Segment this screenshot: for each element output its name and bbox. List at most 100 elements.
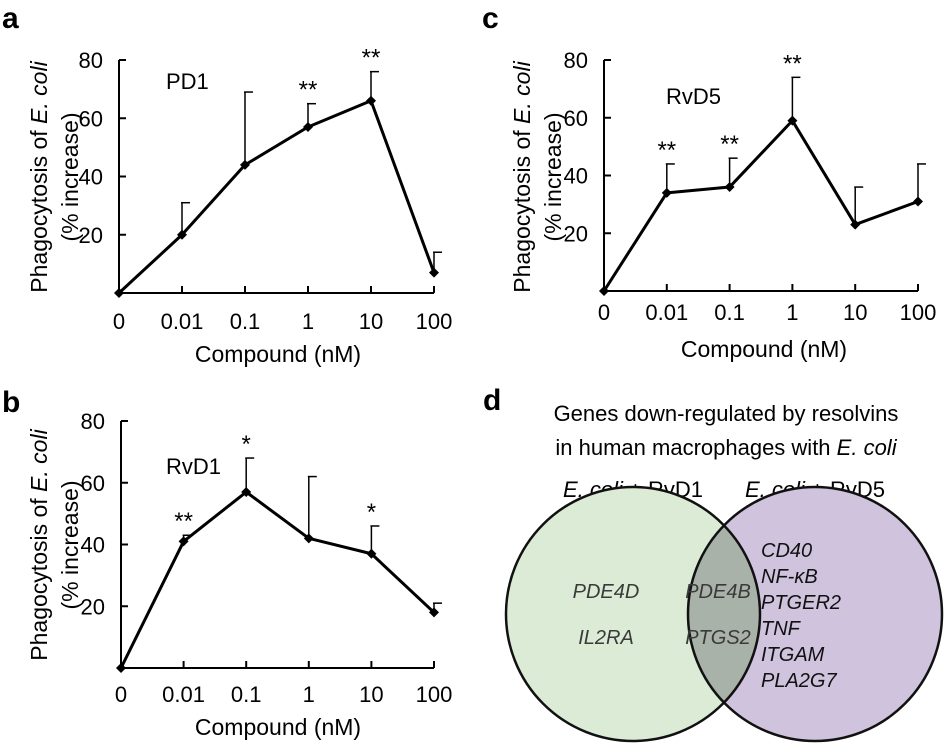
significance-marker: ** [299, 77, 318, 104]
y-axis-title-ital: E. coli [26, 428, 52, 492]
gene-overlap: PDE4B [685, 581, 751, 603]
gene-overlap: PTGS2 [685, 627, 751, 649]
data-point [303, 533, 314, 544]
y-tick-label: 20 [81, 594, 105, 619]
x-tick-label: 1 [786, 300, 798, 325]
x-tick-label: 100 [416, 682, 453, 707]
significance-marker: ** [362, 45, 381, 72]
y-tick-label: 40 [564, 164, 588, 189]
significance-marker: ** [720, 131, 739, 158]
x-tick-label: 0.1 [231, 682, 262, 707]
data-point [178, 536, 189, 547]
x-tick-label: 0 [598, 300, 610, 325]
x-tick-label: 100 [900, 300, 937, 325]
x-tick-label: 0.1 [714, 300, 745, 325]
data-point [116, 663, 126, 673]
significance-marker: ** [783, 50, 802, 77]
venn-title-line1: Genes down-regulated by resolvins [554, 401, 899, 426]
data-point [241, 487, 252, 498]
y-axis-title-ital: E. coli [509, 60, 535, 124]
y-axis-title-ital: E. coli [26, 60, 52, 124]
y-tick-label: 20 [79, 223, 103, 248]
data-point [114, 288, 124, 298]
significance-marker: * [367, 499, 376, 526]
panel-label-d: d [483, 384, 501, 417]
venn-right-fill [688, 487, 942, 741]
data-point [366, 95, 376, 106]
y-axis-title: Phagocytosis of E. coli [26, 60, 52, 292]
venn-left-fill [506, 487, 760, 741]
significance-marker: ** [657, 137, 676, 164]
series-label: RvD5 [666, 84, 721, 109]
panel-label-c: c [482, 2, 499, 35]
venn-left-circle [504, 485, 762, 743]
y-axis-title-2: (% increase) [57, 480, 83, 609]
series-label: RvD1 [166, 454, 221, 479]
gene-right-only: PTGER2 [761, 592, 841, 614]
gene-right-only: NF-κB [761, 566, 818, 588]
venn-title-line2: in human macrophages with E. coli [555, 435, 897, 460]
panel-b-chart: b 20 40 60 80 0 0.01 0.1 1 10 100 Compound (nM) Phag… [2, 386, 452, 740]
x-tick-label: 1 [302, 309, 314, 334]
significance-marker: * [242, 431, 251, 458]
venn-title-line2-ital: E. coli [837, 435, 898, 460]
gene-right-only: ITGAM [761, 644, 825, 666]
y-axis-title: Phagocytosis of E. coli [26, 428, 52, 660]
panel-label-b: b [2, 386, 20, 419]
venn-title-line2-prefix: in human macrophages with [555, 435, 830, 460]
venn-gene-lists: PDE4D IL2RA PDE4B PTGS2 CD40 NF-κB PTGER2 TNF IT… [573, 540, 841, 692]
x-tick-label: 0 [115, 682, 127, 707]
series-label: PD1 [166, 69, 209, 94]
y-tick-label: 40 [79, 165, 103, 190]
data-point [787, 115, 798, 126]
x-axis-title: Compound (nM) [681, 336, 847, 362]
y-axis-title-text: Phagocytosis of [26, 492, 52, 661]
y-tick-label: 60 [79, 106, 103, 131]
gene-right-only: CD40 [761, 540, 812, 562]
y-axis-title-text: Phagocytosis of [26, 124, 52, 293]
significance-marker: ** [174, 508, 193, 535]
x-tick-label: 0.1 [230, 309, 261, 334]
gene-left-only: PDE4D [573, 581, 640, 603]
x-axis-title: Compound (nM) [195, 341, 361, 367]
panel-label-a: a [2, 2, 19, 35]
y-tick-label: 20 [564, 221, 588, 246]
x-tick-label: 0.01 [645, 300, 688, 325]
data-point [850, 219, 861, 230]
x-axis-title: Compound (nM) [195, 714, 361, 740]
panel-d-venn: d Genes down-regulated by resolvins in h… [483, 384, 944, 743]
data-point [240, 159, 250, 170]
series-line [119, 490, 436, 669]
data-point [724, 182, 735, 193]
x-tick-label: 10 [359, 309, 383, 334]
gene-right-only: PLA2G7 [761, 670, 837, 692]
data-point [599, 286, 609, 296]
y-axis-title-2: (% increase) [57, 112, 83, 241]
venn-right-circle [686, 485, 944, 743]
series-line [602, 119, 919, 292]
data-point [661, 187, 672, 198]
x-tick-label: 10 [359, 682, 383, 707]
y-tick-label: 60 [564, 106, 588, 131]
venn-circles [504, 485, 944, 743]
gene-right-only: TNF [761, 618, 802, 640]
x-tick-label: 0 [113, 309, 125, 334]
data-point [913, 196, 923, 207]
panel-a-chart: a 20 40 60 80 0 0.01 0.1 1 10 100 Compound (nM) Phag… [2, 2, 452, 367]
y-axis-title-2: (% increase) [540, 112, 566, 241]
data-point [429, 607, 439, 618]
y-axis-title: Phagocytosis of E. coli [509, 60, 535, 292]
x-tick-label: 1 [303, 682, 315, 707]
y-tick-label: 80 [81, 409, 105, 434]
y-tick-label: 40 [81, 533, 105, 558]
gene-left-only: IL2RA [578, 627, 634, 649]
y-tick-label: 60 [81, 471, 105, 496]
data-point [177, 229, 187, 240]
y-axis-title-text: Phagocytosis of [509, 124, 535, 293]
x-tick-label: 100 [416, 309, 453, 334]
data-point [366, 548, 377, 559]
data-point [429, 267, 439, 278]
series-line [117, 99, 436, 295]
x-tick-label: 10 [843, 300, 867, 325]
